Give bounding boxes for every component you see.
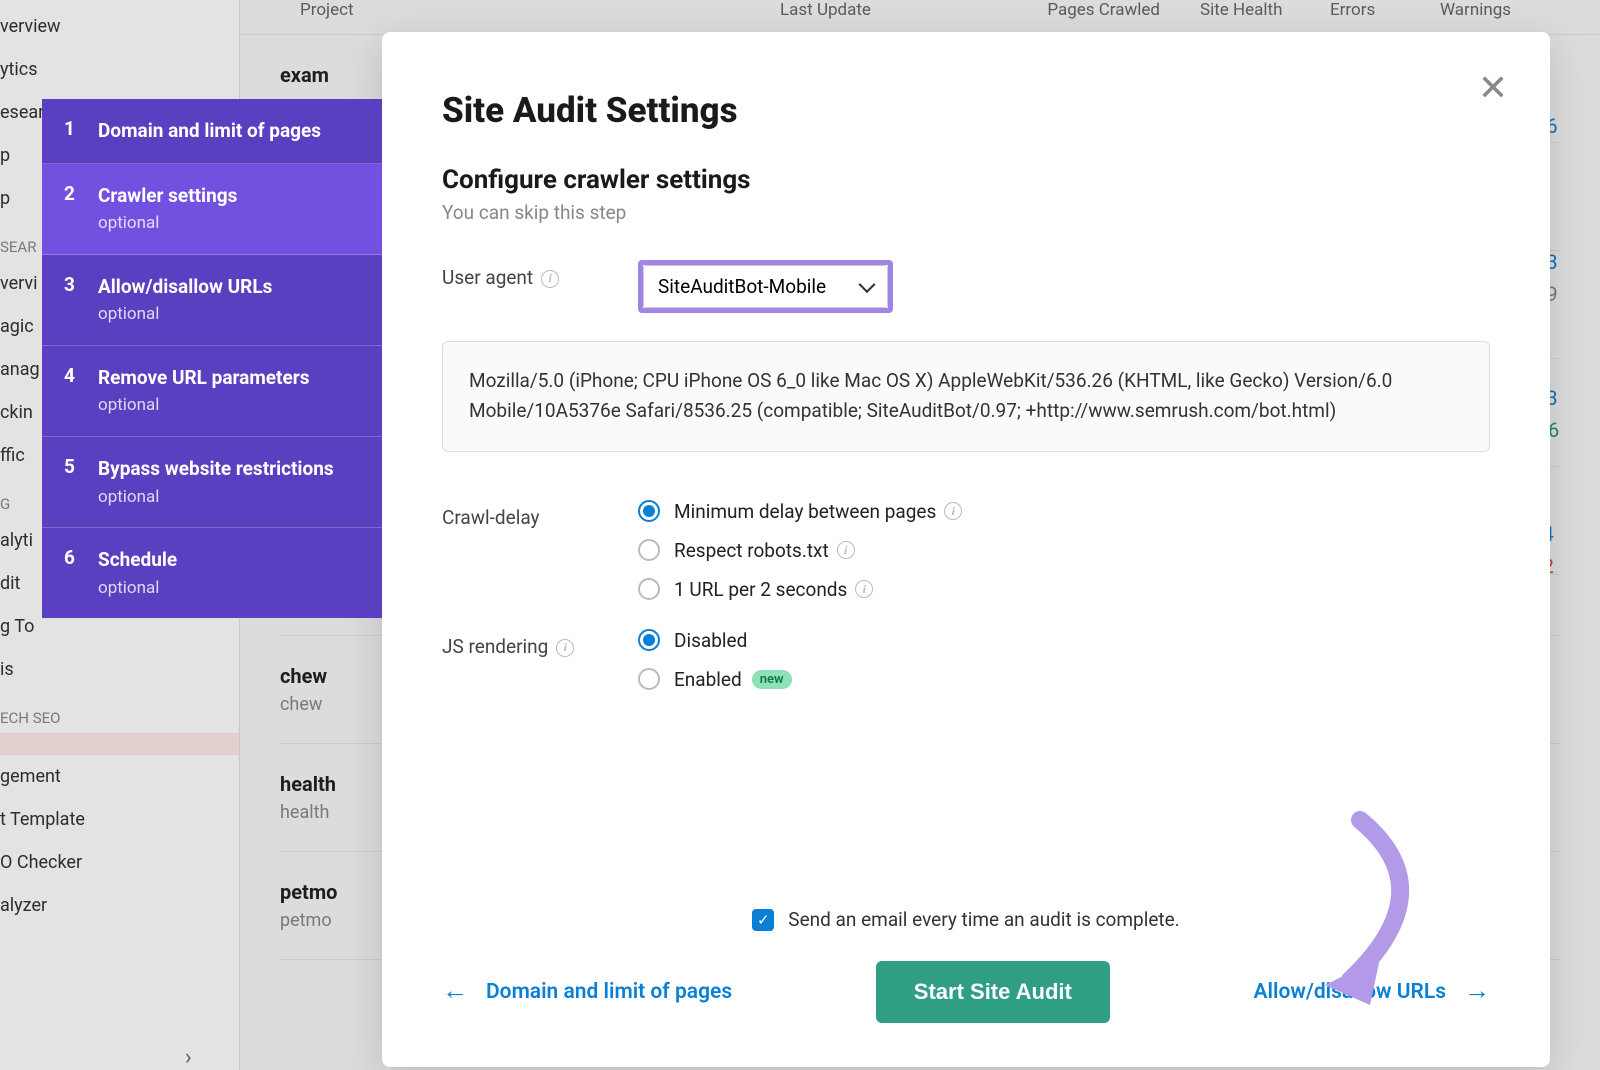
prev-step-link[interactable]: ← Domain and limit of pages: [442, 974, 732, 1009]
user-agent-label: User agenti: [442, 260, 638, 289]
radio-icon: [638, 578, 660, 600]
js-option-disabled[interactable]: Disabled: [638, 629, 792, 652]
info-icon[interactable]: i: [837, 541, 855, 559]
next-step-link[interactable]: Allow/disallow URLs →: [1254, 974, 1490, 1009]
new-badge: new: [752, 670, 792, 689]
arrow-right-icon: →: [1464, 974, 1490, 1009]
crawl-delay-group: Minimum delay between pages i Respect ro…: [638, 500, 962, 601]
user-agent-string: Mozilla/5.0 (iPhone; CPU iPhone OS 6_0 l…: [442, 341, 1490, 452]
radio-icon: [638, 500, 660, 522]
radio-icon: [638, 629, 660, 651]
close-icon[interactable]: ✕: [1478, 70, 1508, 106]
step-2[interactable]: 2 Crawler settingsoptional: [42, 164, 382, 255]
skip-text: You can skip this step: [442, 201, 1490, 224]
checkbox-icon: ✓: [752, 909, 774, 931]
step-3[interactable]: 3 Allow/disallow URLsoptional: [42, 255, 382, 346]
radio-icon: [638, 668, 660, 690]
modal-subtitle: Configure crawler settings: [442, 165, 1490, 195]
crawl-delay-option-min[interactable]: Minimum delay between pages i: [638, 500, 962, 523]
radio-icon: [638, 539, 660, 561]
arrow-left-icon: ←: [442, 974, 468, 1009]
user-agent-row: User agenti SiteAuditBot-Mobile: [442, 260, 1490, 313]
js-rendering-label: JS renderingi: [442, 629, 638, 658]
modal-footer: ✓ Send an email every time an audit is c…: [442, 908, 1490, 1023]
crawl-delay-option-1per2[interactable]: 1 URL per 2 seconds i: [638, 578, 962, 601]
info-icon[interactable]: i: [944, 502, 962, 520]
step-1[interactable]: 1 Domain and limit of pages: [42, 99, 382, 164]
step-4[interactable]: 4 Remove URL parametersoptional: [42, 346, 382, 437]
info-icon[interactable]: i: [541, 270, 559, 288]
settings-modal: ✕ Site Audit Settings Configure crawler …: [382, 32, 1550, 1067]
step-6[interactable]: 6 Scheduleoptional: [42, 528, 382, 618]
nav-row: ← Domain and limit of pages Start Site A…: [442, 961, 1490, 1023]
start-audit-button[interactable]: Start Site Audit: [876, 961, 1110, 1023]
crawl-delay-label: Crawl-delay: [442, 500, 638, 529]
crawl-delay-row: Crawl-delay Minimum delay between pages …: [442, 500, 1490, 601]
js-rendering-row: JS renderingi Disabled Enabled new: [442, 629, 1490, 691]
js-option-enabled[interactable]: Enabled new: [638, 668, 792, 691]
info-icon[interactable]: i: [855, 580, 873, 598]
crawl-delay-option-robots[interactable]: Respect robots.txt i: [638, 539, 962, 562]
user-agent-select[interactable]: SiteAuditBot-Mobile: [643, 265, 888, 308]
info-icon[interactable]: i: [556, 639, 574, 657]
js-rendering-group: Disabled Enabled new: [638, 629, 792, 691]
wizard-stepper: 1 Domain and limit of pages 2 Crawler se…: [42, 99, 382, 618]
email-checkbox-row[interactable]: ✓ Send an email every time an audit is c…: [442, 908, 1490, 931]
modal-title: Site Audit Settings: [442, 90, 1490, 131]
user-agent-highlight: SiteAuditBot-Mobile: [638, 260, 893, 313]
step-5[interactable]: 5 Bypass website restrictionsoptional: [42, 437, 382, 528]
